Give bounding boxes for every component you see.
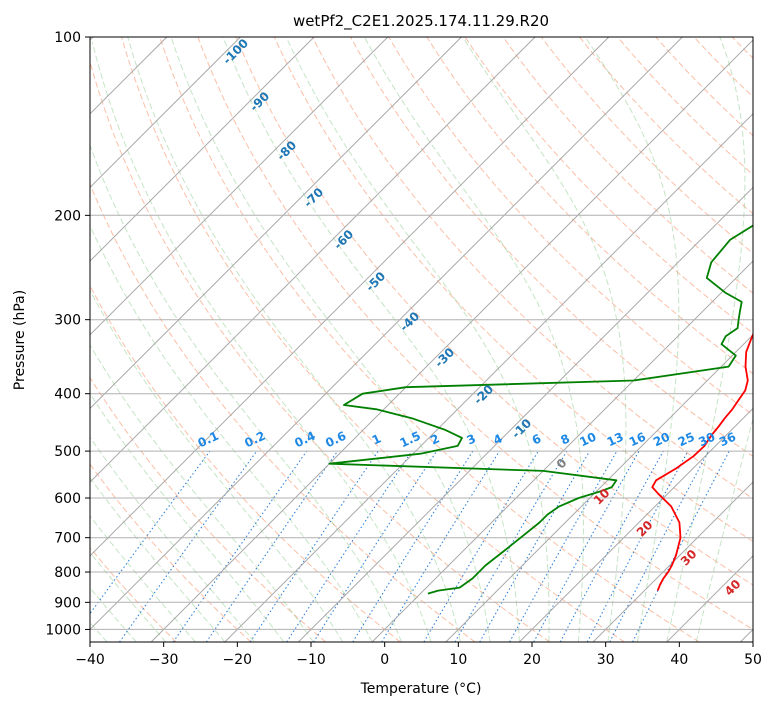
y-tick-label: 800 <box>54 565 81 581</box>
mixing-ratio-line <box>205 450 338 642</box>
y-tick-label: 300 <box>54 313 81 329</box>
isotherm-line <box>371 260 753 642</box>
y-tick-label: 400 <box>54 387 81 403</box>
y-tick-label: 100 <box>54 30 81 46</box>
moist-adiabat-line <box>90 515 196 642</box>
mixing-ratio-label: 20 <box>651 430 672 450</box>
mixing-ratio-label: 16 <box>627 430 648 450</box>
dry-adiabat-line <box>121 37 625 642</box>
dry-adiabat-line <box>90 463 252 642</box>
dry-adiabat-line <box>90 60 551 642</box>
chart-title: wetPf2_C2E1.2025.174.11.29.R20 <box>293 12 549 31</box>
y-tick-label: 700 <box>54 531 81 547</box>
dry-adiabat-line <box>90 183 476 642</box>
moist-adiabat-line <box>170 37 491 642</box>
dry-adiabat-line <box>90 376 327 642</box>
y-tick-label: 1000 <box>45 622 81 638</box>
mixing-ratio-label: 36 <box>717 430 738 450</box>
isotherm-line <box>298 186 753 642</box>
moist-adiabat-line <box>364 37 584 642</box>
moist-adiabat-line <box>285 37 550 642</box>
dry-adiabat-line <box>426 37 753 375</box>
moist-adiabat-line <box>90 551 167 642</box>
y-tick-label: 500 <box>54 444 81 460</box>
moist-adiabat-line <box>90 587 137 642</box>
moist-adiabat-line <box>90 143 403 642</box>
isotherm-line <box>592 481 753 642</box>
isotherm-line <box>90 37 610 557</box>
y-tick-label: 200 <box>54 208 81 224</box>
isotherm-line <box>90 37 683 631</box>
x-tick-label: −40 <box>75 652 105 668</box>
moist-adiabat-line <box>90 224 373 642</box>
dry-adiabat-line <box>90 546 177 642</box>
x-tick-label: 0 <box>380 652 389 668</box>
moist-adiabat-line <box>90 476 226 642</box>
isotherm-line <box>445 334 753 642</box>
mixing-ratio-line <box>533 450 640 642</box>
mixing-ratio-label: 10 <box>577 430 598 450</box>
x-tick-label: 50 <box>744 652 762 668</box>
plot-frame <box>89 36 754 643</box>
dry-adiabat-line <box>502 37 753 294</box>
y-axis-label: Pressure (hPa) <box>12 290 28 390</box>
isotherm-line <box>224 113 753 642</box>
isotherm-line <box>90 37 389 336</box>
dry-adiabat-line <box>197 37 753 630</box>
x-tick-label: 30 <box>597 652 615 668</box>
mixing-ratio-line <box>559 450 664 642</box>
mixing-ratio-line <box>90 450 211 615</box>
plot-area <box>90 37 753 642</box>
x-tick-label: 20 <box>523 652 541 668</box>
pressure-gridlines <box>90 37 753 630</box>
x-tick-label: −30 <box>149 652 179 668</box>
mixing-ratio-label: 25 <box>676 430 697 450</box>
mixing-ratio-line <box>249 450 379 642</box>
isotherm-line <box>90 37 241 189</box>
moist-adiabat-line <box>90 289 344 642</box>
mixing-ratio-line <box>286 450 413 642</box>
moist-adiabat-line <box>584 37 680 642</box>
moist-adiabat-line <box>127 37 461 642</box>
mixing-ratio-line <box>172 450 308 642</box>
profile-traces <box>328 224 753 595</box>
x-axis-ticks: −40 −30 −20 −10 0 10 20 30 40 50 <box>75 642 762 668</box>
moist-adiabat-line <box>91 41 432 642</box>
moist-adiabat-line <box>90 436 255 642</box>
moist-adiabat-line <box>462 37 627 642</box>
dry-adiabat-line <box>388 37 753 416</box>
y-tick-label: 900 <box>54 595 81 611</box>
y-tick-label: 600 <box>54 491 81 507</box>
x-axis-label: Temperature (°C) <box>360 681 482 697</box>
moist-adiabat-line <box>666 37 746 642</box>
isotherm-line <box>150 39 753 642</box>
dewpoint-trace <box>328 224 753 595</box>
isotherm-line <box>90 37 536 483</box>
temperature-trace <box>651 332 753 591</box>
isotherm-line <box>519 407 753 642</box>
x-tick-label: 40 <box>670 652 688 668</box>
x-tick-label: −10 <box>296 652 326 668</box>
isotherm-line <box>90 37 315 262</box>
mixing-ratio-line <box>632 450 730 642</box>
y-axis-ticks: 100 200 300 400 500 600 700 800 900 1000 <box>45 30 90 638</box>
x-tick-label: 10 <box>449 652 467 668</box>
mixing-ratio-line <box>313 450 438 642</box>
mixing-ratio-label: 13 <box>605 430 626 450</box>
mixing-ratio-label: 30 <box>696 430 717 450</box>
x-tick-label: −20 <box>223 652 253 668</box>
isotherm-line <box>90 37 462 410</box>
mixing-ratio-line <box>381 450 500 642</box>
mixing-ratio-line <box>119 450 258 642</box>
moist-adiabat-line <box>222 37 520 642</box>
